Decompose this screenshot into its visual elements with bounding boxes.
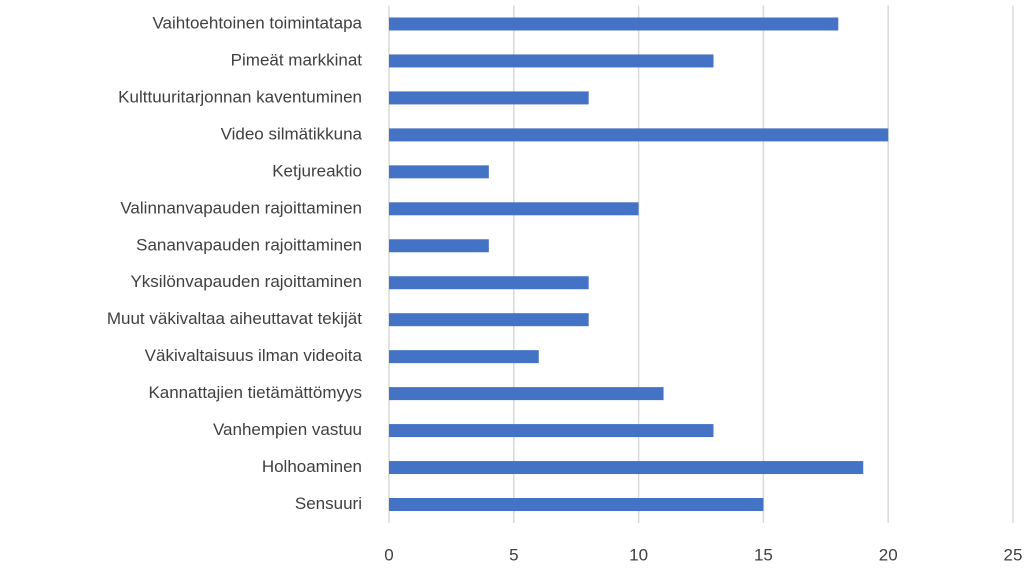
bar (389, 276, 589, 290)
y-tick-label: Ketjureaktio (272, 161, 362, 180)
bar (389, 498, 764, 512)
y-tick-label: Sananvapauden rajoittaminen (136, 235, 362, 254)
y-tick-label: Pimeät markkinat (231, 50, 363, 69)
y-tick-label: Sensuuri (295, 494, 362, 513)
y-tick-label: Kannattajien tietämättömyys (148, 383, 362, 402)
y-tick-label: Vaihtoehtoinen toimintatapa (152, 13, 362, 32)
bar (389, 424, 714, 438)
bar (389, 313, 589, 327)
bar (389, 387, 664, 401)
x-tick-label: 5 (509, 545, 518, 564)
y-tick-label: Väkivaltaisuus ilman videoita (145, 346, 363, 365)
bar (389, 165, 489, 179)
bar (389, 202, 639, 216)
x-tick-label: 20 (879, 545, 898, 564)
bar (389, 54, 714, 68)
x-tick-label: 25 (1004, 545, 1023, 564)
y-tick-label: Yksilönvapauden rajoittaminen (130, 272, 362, 291)
y-tick-label: Vanhempien vastuu (213, 420, 362, 439)
y-tick-label: Kulttuuritarjonnan kaventuminen (118, 87, 362, 106)
bar (389, 17, 839, 31)
bar (389, 91, 589, 105)
y-tick-label: Valinnanvapauden rajoittaminen (120, 198, 362, 217)
y-tick-label: Video silmätikkuna (221, 124, 363, 143)
bar (389, 350, 539, 364)
x-tick-label: 0 (384, 545, 393, 564)
bar (389, 461, 864, 475)
y-tick-label: Holhoaminen (262, 457, 362, 476)
bar (389, 239, 489, 253)
x-tick-label: 10 (629, 545, 648, 564)
bar (389, 128, 889, 142)
y-tick-label: Muut väkivaltaa aiheuttavat tekijät (107, 309, 362, 328)
x-tick-label: 15 (754, 545, 773, 564)
